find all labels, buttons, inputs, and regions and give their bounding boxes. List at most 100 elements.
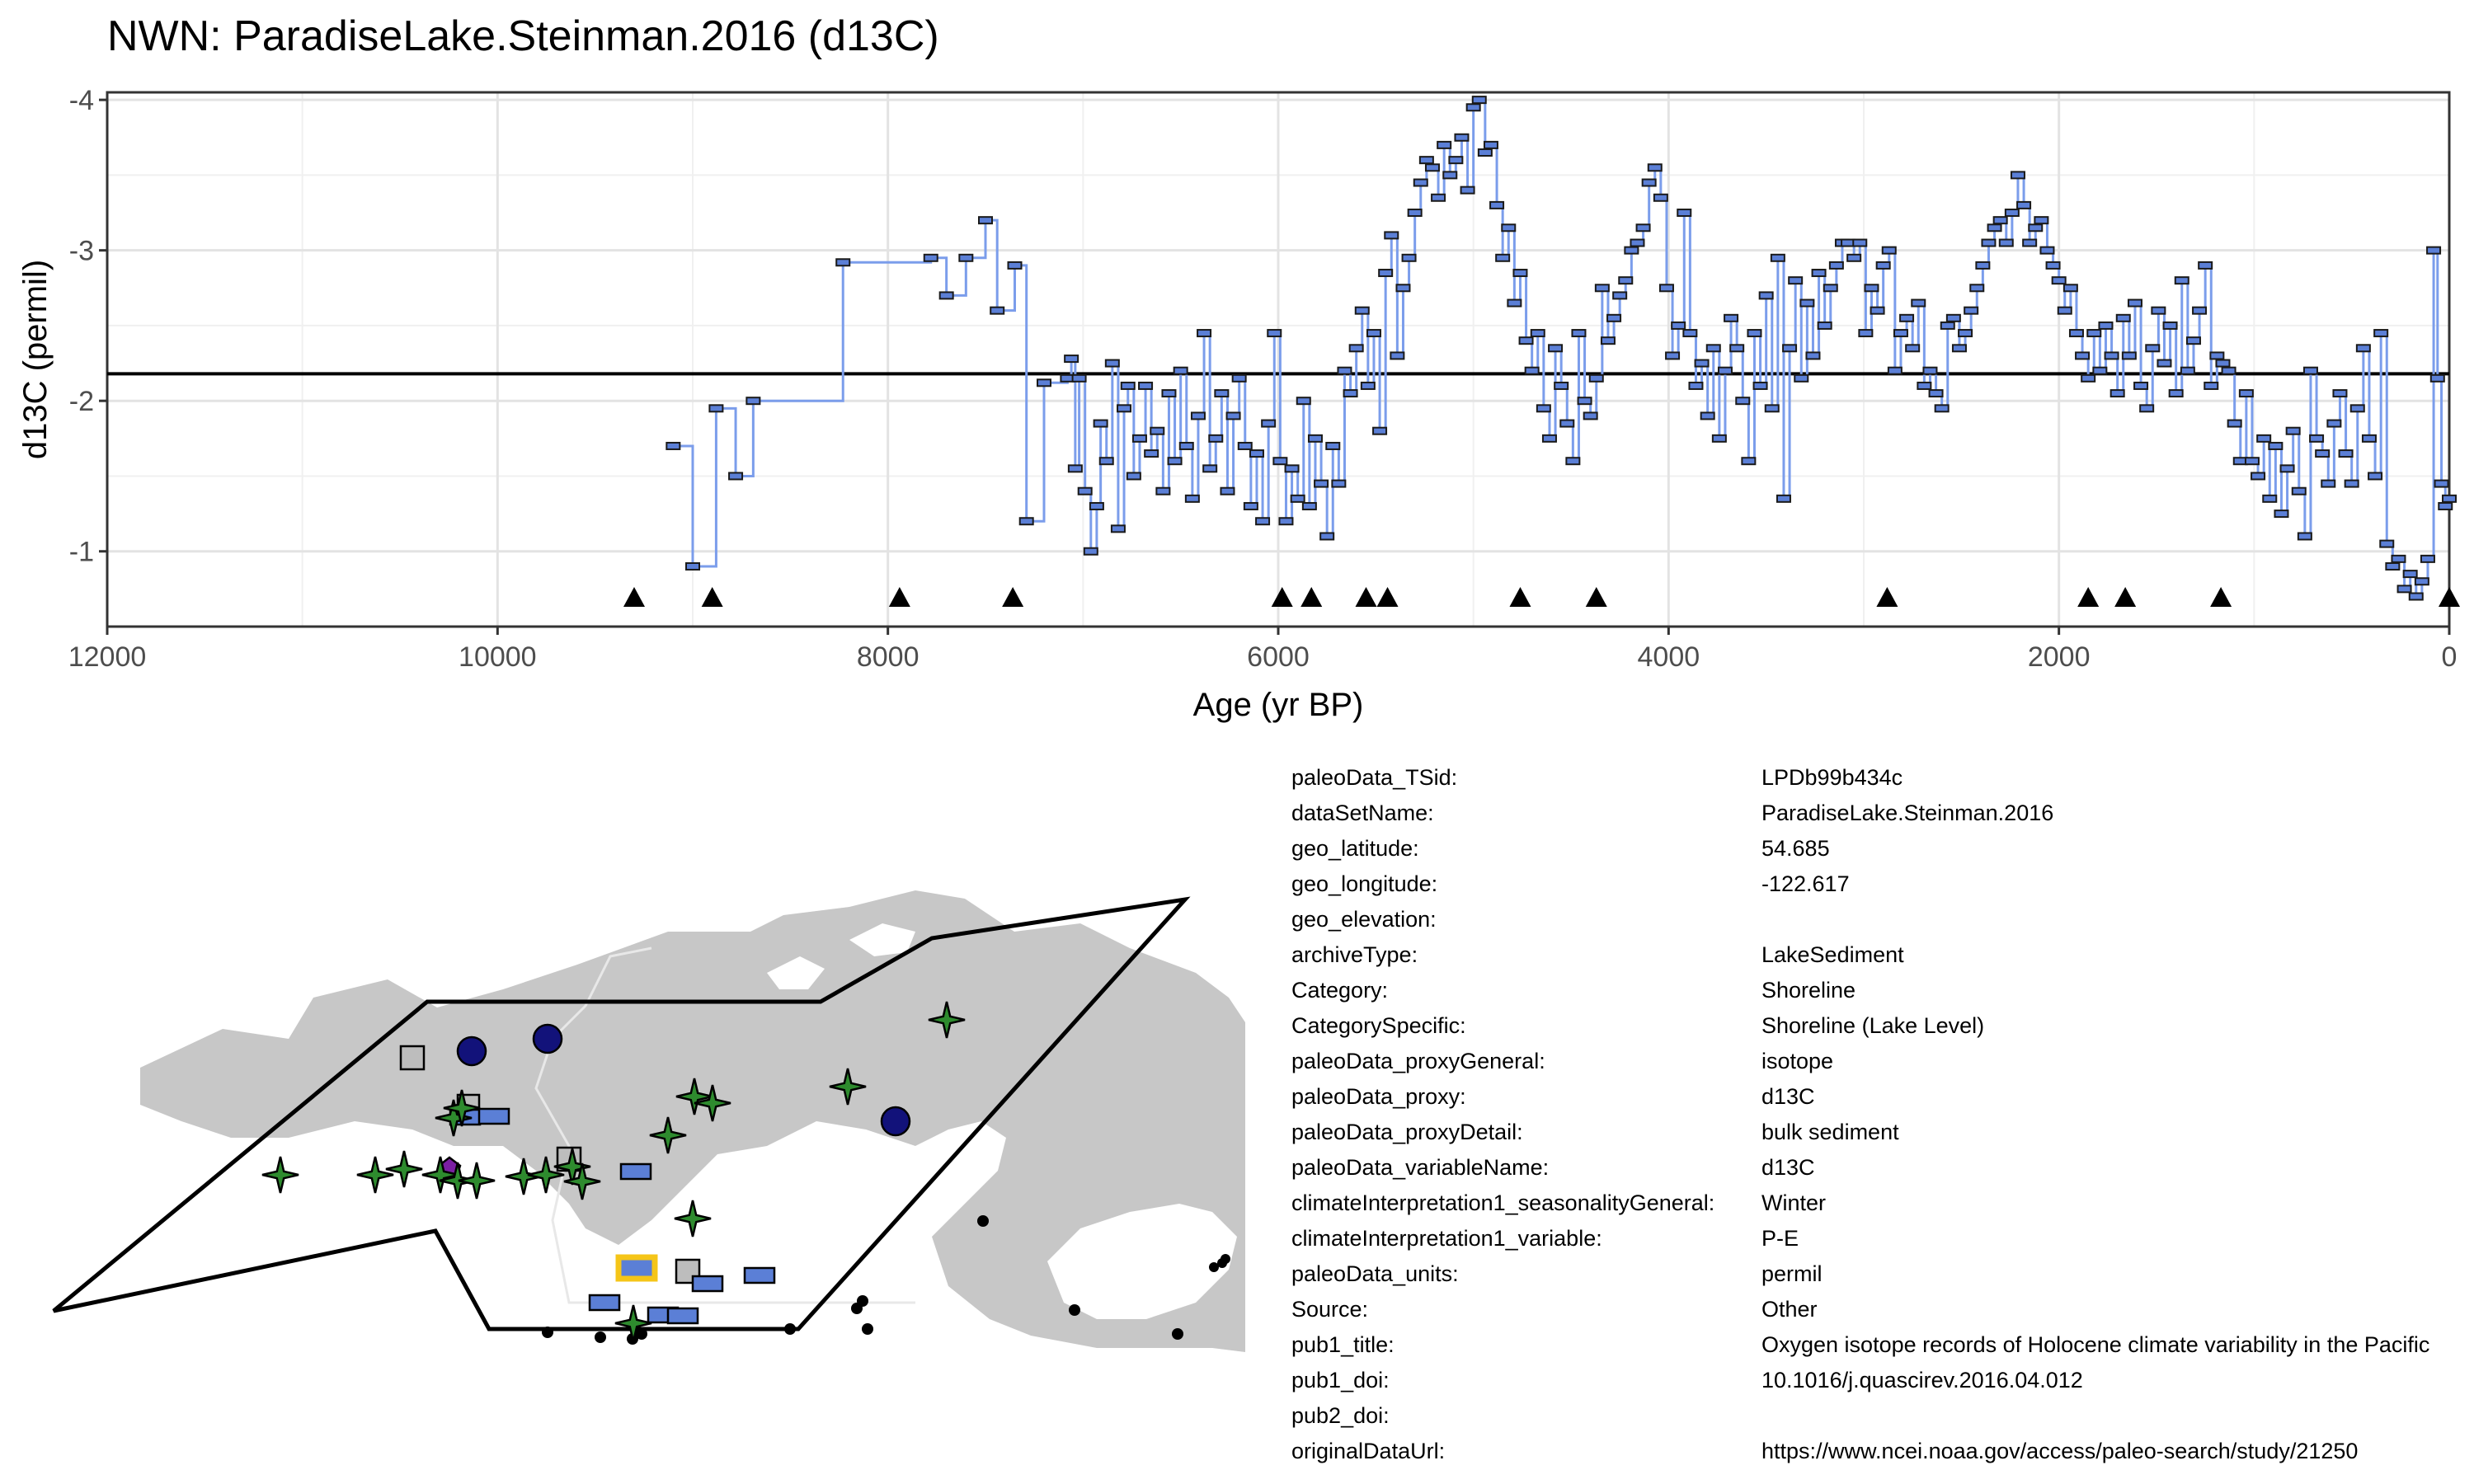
chronology-triangle xyxy=(1509,587,1531,607)
data-point xyxy=(1852,238,1868,247)
data-point xyxy=(2238,389,2254,398)
data-point xyxy=(1618,276,1634,285)
data-point xyxy=(1940,321,1955,330)
data-point xyxy=(2402,570,2418,579)
data-point xyxy=(1448,156,1464,165)
x-tick-label: 6000 xyxy=(1247,641,1310,673)
data-point xyxy=(1934,404,1950,413)
data-point xyxy=(1571,329,1587,338)
data-point xyxy=(2145,344,2161,353)
star-marker xyxy=(674,1200,712,1237)
data-point xyxy=(2256,434,2272,443)
data-point xyxy=(2385,561,2401,571)
data-point xyxy=(1325,441,1341,450)
data-point xyxy=(1354,306,1370,315)
metadata-key: paleoData_proxyDetail: xyxy=(1291,1120,1523,1144)
data-point xyxy=(2162,321,2178,330)
data-point xyxy=(2051,276,2067,285)
data-point xyxy=(1998,238,2014,247)
metadata-value: -122.617 xyxy=(1761,871,1850,896)
data-point xyxy=(2274,510,2289,519)
metadata-value: Oxygen isotope records of Holocene clima… xyxy=(1761,1332,2430,1357)
data-point xyxy=(1366,329,1381,338)
data-point xyxy=(1110,524,1126,533)
data-point xyxy=(1184,494,1200,503)
metadata-row: paleoData_units: permil xyxy=(1291,1256,2474,1292)
metadata-table: paleoData_TSid: LPDb99b434c dataSetName: Pa… xyxy=(1291,760,2474,1469)
data-point xyxy=(2227,419,2242,428)
y-tick-label: -4 xyxy=(69,85,94,116)
data-point xyxy=(2268,441,2284,450)
x-axis-label: Age (yr BP) xyxy=(1193,687,1364,723)
data-point xyxy=(1794,373,1809,383)
data-point xyxy=(728,472,744,481)
data-point xyxy=(1864,284,1879,293)
data-point xyxy=(2391,554,2406,563)
data-point xyxy=(2326,419,2342,428)
data-point xyxy=(1501,223,1517,232)
data-point xyxy=(1064,355,1079,364)
metadata-key: Category: xyxy=(1291,978,1389,1003)
metadata-value: 10.1016/j.quascirev.2016.04.012 xyxy=(1761,1368,2083,1392)
data-point xyxy=(1752,381,1768,390)
data-point xyxy=(2192,306,2208,315)
data-point xyxy=(1875,261,1891,270)
data-point xyxy=(1272,457,1288,466)
data-point xyxy=(1899,313,1915,322)
star-markers xyxy=(261,1001,966,1342)
data-point xyxy=(1606,313,1622,322)
metadata-key: CategorySpecific: xyxy=(1291,1013,1466,1038)
data-point xyxy=(1554,381,1569,390)
data-point xyxy=(1395,284,1411,293)
data-point xyxy=(2139,404,2155,413)
metadata-row: paleoData_TSid: LPDb99b434c xyxy=(1291,760,2474,796)
data-point xyxy=(1887,366,1903,375)
metadata-value: Shoreline xyxy=(1761,978,1856,1003)
data-point xyxy=(2180,366,2195,375)
chronology-triangle xyxy=(1876,587,1898,607)
data-point xyxy=(2279,464,2295,473)
d13c-chart: 12000 10000 8000 6000 4000 2000 0 -1 -2 -3 -4 Age … xyxy=(17,85,2460,723)
data-point xyxy=(1677,209,1692,218)
data-point xyxy=(1290,494,1305,503)
data-point xyxy=(1284,464,1300,473)
metadata-value: Other xyxy=(1761,1297,1818,1322)
data-point xyxy=(2168,389,2184,398)
star-marker xyxy=(829,1068,867,1106)
data-point xyxy=(1788,276,1804,285)
data-point xyxy=(1301,501,1317,510)
data-point xyxy=(1120,381,1136,390)
data-point xyxy=(1144,449,1159,458)
chronology-triangle xyxy=(1002,587,1024,607)
star-marker xyxy=(443,1089,481,1127)
chronology-triangle xyxy=(701,587,723,607)
data-point xyxy=(1424,163,1440,172)
data-point xyxy=(1431,193,1446,202)
data-point xyxy=(2438,501,2453,510)
site-dots xyxy=(542,1215,1230,1345)
data-point xyxy=(1705,344,1721,353)
data-point xyxy=(1037,378,1051,387)
data-point xyxy=(2297,532,2312,541)
metadata-key: paleoData_TSid: xyxy=(1291,765,1458,790)
data-point xyxy=(2028,223,2044,232)
data-point xyxy=(1881,246,1897,255)
chronology-triangle xyxy=(1271,587,1293,607)
data-point xyxy=(1782,344,1798,353)
data-point xyxy=(1828,261,1844,270)
data-point xyxy=(2004,209,2020,218)
data-point xyxy=(923,253,938,262)
data-point xyxy=(2039,246,2055,255)
data-point xyxy=(2302,366,2318,375)
data-point xyxy=(1390,351,1405,360)
data-point xyxy=(1945,313,1961,322)
metadata-key: geo_longitude: xyxy=(1291,871,1438,896)
data-point xyxy=(1138,381,1154,390)
data-point xyxy=(2262,494,2278,503)
data-point xyxy=(2420,554,2435,563)
data-point xyxy=(1981,238,1997,247)
data-point xyxy=(1208,434,1224,443)
data-point xyxy=(1805,351,1821,360)
data-point xyxy=(2215,359,2231,368)
data-point xyxy=(1922,366,1938,375)
